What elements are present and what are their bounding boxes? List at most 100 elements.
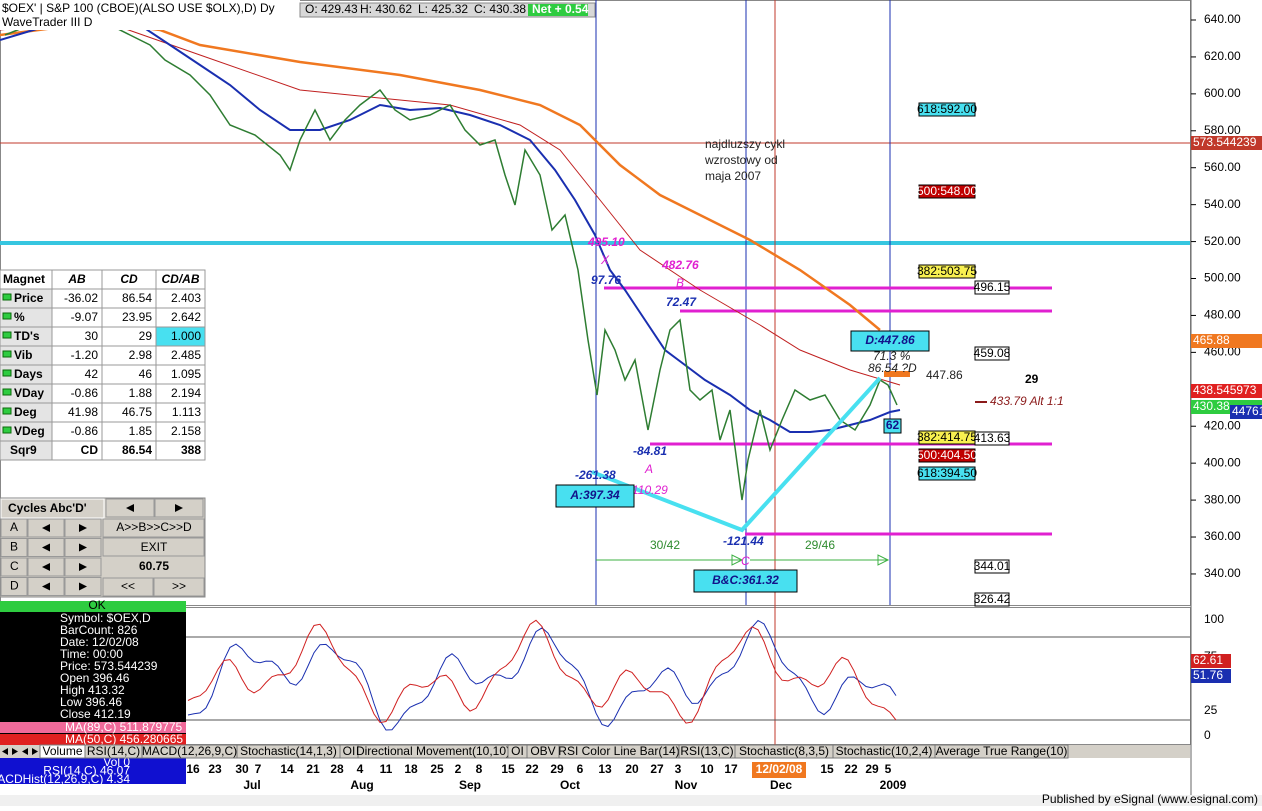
data-line: High 413.32 bbox=[60, 683, 125, 697]
chart-annotation: 29 bbox=[1025, 372, 1039, 386]
tab-scroll-arrow[interactable] bbox=[12, 748, 18, 755]
forward-button[interactable]: >> bbox=[172, 579, 186, 593]
price-tick-label: 380.00 bbox=[1204, 492, 1241, 506]
cycle-row: D bbox=[10, 579, 19, 593]
tab-label[interactable]: RSI(13,C) bbox=[680, 744, 733, 758]
level-label: 459.08 bbox=[974, 346, 1011, 360]
ma50-row bbox=[0, 734, 186, 745]
tab-label[interactable]: MACD(12,26,9,C) bbox=[142, 744, 237, 758]
tab[interactable] bbox=[934, 744, 1069, 759]
arrow-head bbox=[877, 554, 890, 566]
date-tick-label: 29 bbox=[550, 762, 564, 776]
ma50-value: MA(50,C) 456.280665 bbox=[65, 732, 183, 746]
tab-scroll-arrow[interactable] bbox=[22, 748, 28, 755]
price-marker bbox=[1191, 384, 1262, 398]
chart-annotation: 97.76 bbox=[591, 273, 621, 287]
exit-button[interactable] bbox=[102, 537, 205, 557]
month-label: Oct bbox=[560, 778, 580, 792]
row-indicator bbox=[2, 369, 12, 377]
date-tick-label: 15 bbox=[820, 762, 834, 776]
date-tick-label: 17 bbox=[724, 762, 738, 776]
ma89-row bbox=[0, 722, 186, 733]
sequence-button[interactable]: A>>B>>C>>D bbox=[116, 520, 192, 534]
chart-annotation: -121.44 bbox=[723, 534, 764, 548]
cycle-row-label bbox=[0, 538, 28, 557]
tab-label[interactable]: RSI(14,C) bbox=[87, 744, 140, 758]
date-tick-label: 14 bbox=[280, 762, 294, 776]
data-line: Low 396.46 bbox=[60, 695, 122, 709]
header-bg bbox=[0, 0, 300, 30]
price-tick-label: 340.00 bbox=[1204, 566, 1241, 580]
price-tick-label: 400.00 bbox=[1204, 455, 1241, 469]
pattern-box bbox=[883, 418, 902, 434]
price-tick-label: 360.00 bbox=[1204, 529, 1241, 543]
pattern-label: 62 bbox=[886, 418, 900, 432]
date-tick-label: 29 bbox=[865, 762, 879, 776]
date-tick-label: 3 bbox=[675, 762, 682, 776]
tab-label[interactable]: RSI Color Line Bar(14) bbox=[558, 744, 679, 758]
date-tick-label: 25 bbox=[430, 762, 444, 776]
quote-value: O: 429.43 bbox=[305, 2, 358, 16]
oscillator-line bbox=[187, 619, 897, 731]
row-indicator bbox=[2, 350, 12, 358]
data-line: Close 412.19 bbox=[60, 707, 131, 721]
tab-label[interactable]: OI bbox=[343, 744, 356, 758]
tab-label[interactable]: Average True Range(10) bbox=[936, 744, 1068, 758]
table-cell-text: 46 bbox=[139, 367, 153, 381]
tab-label[interactable]: Stochastic(14,1,3) bbox=[240, 744, 337, 758]
table-cell-text: Price bbox=[14, 291, 44, 305]
sequence-button[interactable] bbox=[102, 518, 205, 538]
table-cell-text: -9.07 bbox=[71, 310, 99, 324]
status-ok bbox=[0, 601, 186, 612]
date-tick-label: 27 bbox=[650, 762, 664, 776]
data-line: Symbol: $OEX,D bbox=[60, 611, 151, 625]
tab-label[interactable]: Directional Movement(10,10) bbox=[356, 744, 510, 758]
level-label: 326.42 bbox=[974, 592, 1011, 606]
table-cell-text: 23.95 bbox=[122, 310, 152, 324]
exit-button[interactable]: EXIT bbox=[141, 540, 168, 554]
cycle-row-label bbox=[0, 557, 28, 577]
price-marker-label: 438.545973 bbox=[1193, 383, 1257, 397]
chart-annotation: -261.38 bbox=[575, 468, 616, 482]
tab-label[interactable]: OI bbox=[511, 744, 524, 758]
back-button[interactable]: << bbox=[121, 579, 135, 593]
back-button[interactable] bbox=[102, 577, 154, 597]
month-label: Jul bbox=[243, 778, 260, 792]
tab-scroll-arrow[interactable] bbox=[2, 748, 8, 755]
price-marker bbox=[1191, 136, 1262, 150]
arrow-icon bbox=[42, 543, 50, 552]
oscillator-line bbox=[187, 619, 897, 724]
tab-label[interactable]: Stochastic(10,2,4) bbox=[836, 744, 933, 758]
table-cell-text: 86.54 bbox=[122, 443, 152, 457]
date-tick-label: 8 bbox=[476, 762, 483, 776]
level-label: 618:592.00 bbox=[917, 102, 977, 116]
forward-button[interactable] bbox=[153, 577, 205, 597]
chart-annotation: 72.47 bbox=[666, 295, 697, 309]
data-line: Open 396.46 bbox=[60, 671, 130, 685]
oscillator-tick-label: 100 bbox=[1204, 612, 1224, 626]
cursor-date: 12/02/08 bbox=[756, 762, 803, 776]
chart-annotation: wzrostowy od bbox=[704, 153, 778, 167]
oscillator-marker-label: 51.76 bbox=[1193, 668, 1223, 682]
date-tick-label: 5 bbox=[885, 762, 892, 776]
pattern-label: A:397.34 bbox=[569, 488, 620, 502]
table-cell-text: VDeg bbox=[14, 424, 45, 438]
table-header: CD/AB bbox=[162, 272, 200, 286]
table-header: Magnet bbox=[3, 272, 45, 286]
tab-label[interactable]: OBV bbox=[530, 744, 555, 758]
arrow-icon bbox=[42, 524, 50, 532]
price-marker-label: 447619 bbox=[1232, 404, 1262, 418]
date-tick-label: 16 bbox=[186, 762, 200, 776]
tab-label[interactable]: Stochastic(8,3,5) bbox=[739, 744, 829, 758]
table-cell-text: 41.98 bbox=[68, 405, 98, 419]
indicator-value: RSI(14,C) 46.07 bbox=[43, 764, 130, 778]
level-box bbox=[918, 448, 976, 463]
table-cell bbox=[155, 440, 206, 461]
table-cell-text: 2.403 bbox=[171, 291, 201, 305]
level-box bbox=[918, 102, 976, 117]
tab-label[interactable]: Volume bbox=[42, 744, 82, 758]
ma89-value: MA(89,C) 511.879775 bbox=[65, 720, 183, 734]
tab-scroll-arrow[interactable] bbox=[32, 748, 38, 755]
cycle-row: A bbox=[10, 520, 18, 534]
